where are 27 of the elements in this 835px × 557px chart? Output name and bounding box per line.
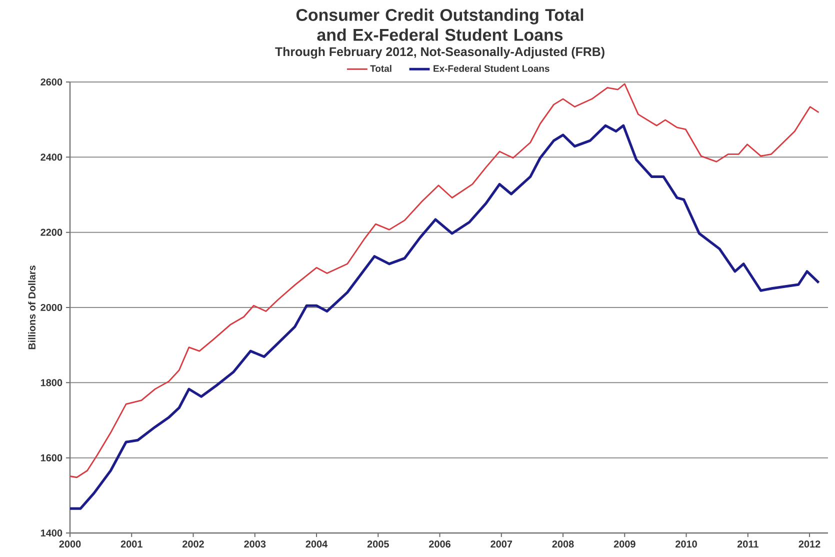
y-tick-label: 1400 bbox=[40, 529, 62, 537]
y-axis-title: Billions of Dollars bbox=[28, 266, 36, 350]
x-tick-label: 2004 bbox=[306, 540, 328, 548]
line-series bbox=[70, 83, 820, 478]
x-tick-label: 2010 bbox=[676, 540, 697, 548]
y-tick-label: 2000 bbox=[40, 304, 62, 312]
legend-label: Total bbox=[370, 64, 392, 72]
chart-title: Consumer Credit Outstanding Total and Ex-Federal Student Loans bbox=[296, 8, 584, 41]
x-tick-label: 2008 bbox=[552, 540, 574, 548]
y-tick-label: 2200 bbox=[40, 228, 62, 236]
x-tick-label: 2011 bbox=[737, 540, 758, 548]
x-tick-label: 2000 bbox=[59, 540, 81, 548]
x-tick-label: 2003 bbox=[244, 540, 266, 548]
x-tick-label: 2006 bbox=[429, 540, 450, 548]
y-tick-label: 2400 bbox=[40, 154, 62, 161]
legend-label: Ex-Federal Student Loans bbox=[434, 64, 550, 72]
x-tick-label: 2007 bbox=[490, 540, 512, 548]
y-tick-label: 2600 bbox=[40, 78, 62, 86]
line-series bbox=[70, 124, 820, 510]
x-tick-label: 2002 bbox=[182, 540, 204, 548]
x-tick-label: 2001 bbox=[120, 540, 142, 548]
y-tick-label: 1600 bbox=[40, 454, 62, 462]
chart-subtitle: Through February 2012, Not-Seasonally-Adjusted (FRB) bbox=[275, 46, 604, 59]
x-tick-label: 2005 bbox=[367, 540, 389, 548]
y-tick-label: 1800 bbox=[40, 379, 62, 386]
x-tick-label: 2012 bbox=[798, 540, 820, 548]
x-tick-label: 2009 bbox=[614, 540, 636, 548]
